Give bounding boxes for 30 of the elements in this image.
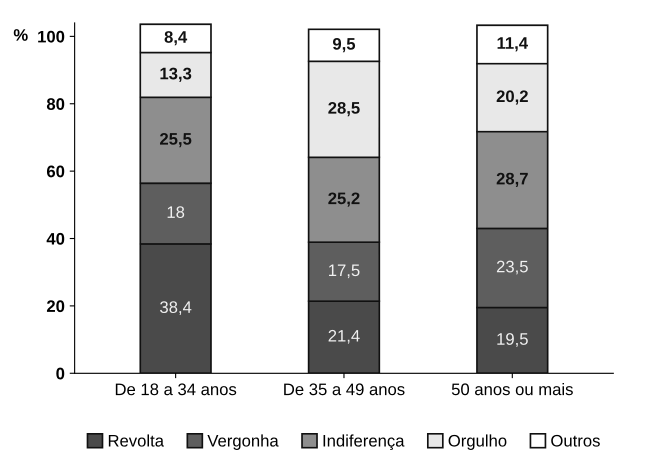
data-label: 28,5 [328,102,360,116]
data-label: 20,2 [496,90,528,105]
y-tick-label: 60 [46,166,64,178]
data-label: 13,3 [160,68,192,82]
data-label: 25,2 [328,192,360,207]
data-label: 18 [168,206,184,218]
x-tick-label: De 35 a 49 anos [284,383,405,396]
data-label: 11,4 [498,37,528,52]
data-label: 23,5 [496,260,528,274]
legend-label: Revolta [108,434,164,447]
y-tick-label: 20 [46,300,64,312]
data-label: 25,5 [160,132,192,148]
data-label: 21,4 [328,330,360,344]
legend-label: Indiferença [324,434,404,450]
data-label: 28,7 [496,172,528,187]
y-tick-label: 100 [38,30,64,43]
x-tick-label: De 18 a 34 anos [116,383,236,396]
x-tick-label: 50 anos ou mais [452,382,573,396]
y-tick-label: 40 [46,232,64,245]
data-label: 19,5 [497,333,528,347]
data-label: 38,4 [160,301,192,316]
legend-label: Orgulho [448,434,506,450]
data-label: 8,4 [164,31,188,46]
legend-label: Outros [551,434,600,447]
data-label: 17,5 [329,264,360,278]
legend-label: Vergonha [207,434,279,450]
y-tick-label: 80 [46,98,64,110]
data-label: 9,5 [332,38,356,52]
y-axis-title: % [14,29,28,41]
y-tick-label: 0 [56,368,64,380]
